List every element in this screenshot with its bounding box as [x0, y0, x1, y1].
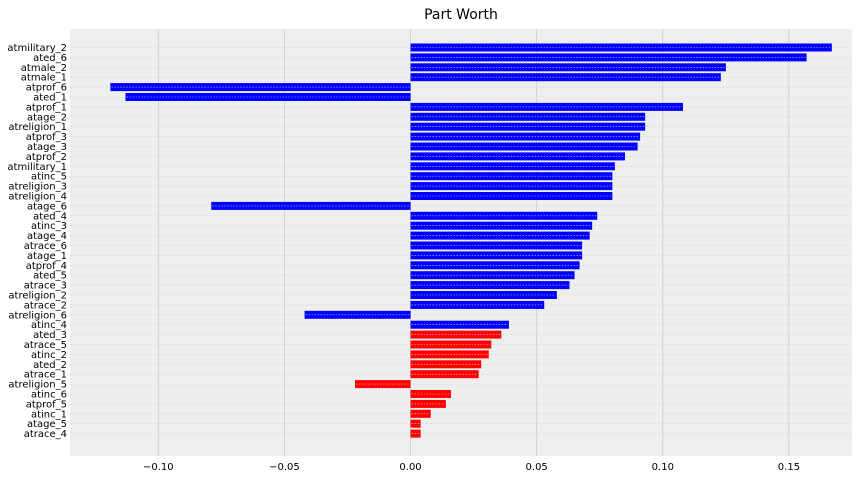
x-tick-label: 0.05 — [526, 462, 548, 473]
y-tick-label: ated_5 — [33, 271, 67, 282]
y-tick-label: atage_3 — [27, 142, 67, 153]
bar-atprof-6 — [110, 83, 411, 92]
y-tick-label: atrace_3 — [24, 281, 67, 292]
bar-ated-6 — [410, 53, 807, 62]
y-tick-label: atprof_4 — [26, 261, 67, 272]
y-tick-label: atinc_3 — [31, 221, 67, 232]
bar-atage-2 — [410, 112, 646, 121]
bar-atage-4 — [410, 231, 590, 240]
y-tick-label: atage_1 — [27, 251, 67, 262]
y-tick-label: atprof_5 — [26, 399, 67, 410]
y-tick-label: atreligion_6 — [8, 310, 67, 321]
y-tick-label: atinc_5 — [31, 172, 67, 183]
x-tick-label: −0.05 — [269, 462, 300, 473]
y-tick-label: atage_2 — [27, 112, 67, 123]
x-tick-label: −0.10 — [143, 462, 174, 473]
bar-atrace-2 — [410, 300, 545, 309]
y-tick-label: ated_2 — [33, 360, 67, 371]
x-tick-label: 0.15 — [778, 462, 800, 473]
y-tick-label: atreligion_5 — [8, 380, 67, 391]
y-tick-label: atreligion_1 — [8, 122, 67, 133]
bar-ated-3 — [410, 330, 502, 339]
y-tick-label: atreligion_2 — [8, 291, 67, 302]
y-tick-label: atmilitary_2 — [7, 43, 67, 54]
y-tick-label: atage_6 — [27, 201, 67, 212]
y-tick-label: atmale_2 — [21, 63, 67, 74]
y-tick-label: atinc_4 — [31, 320, 67, 331]
x-tick-label: 0.10 — [652, 462, 674, 473]
bar-atinc-2 — [410, 350, 489, 359]
y-tick-label: atprof_1 — [26, 102, 67, 113]
y-tick-label: atinc_6 — [31, 390, 67, 401]
y-tick-labels: atmilitary_2ated_6atmale_2atmale_1atprof… — [7, 43, 67, 440]
bar-atprof-4 — [410, 261, 580, 270]
bar-atmilitary-2 — [410, 43, 832, 52]
y-tick-label: atrace_2 — [24, 300, 67, 311]
bar-atprof-5 — [410, 399, 446, 408]
y-tick-label: ated_1 — [33, 93, 67, 104]
y-tick-label: ated_3 — [33, 330, 67, 341]
bar-layer — [110, 43, 832, 438]
y-tick-label: ated_4 — [33, 211, 67, 222]
bar-atreligion-1 — [410, 122, 646, 131]
y-tick-label: atmilitary_1 — [7, 162, 67, 173]
y-tick-label: atrace_4 — [24, 429, 67, 440]
y-tick-label: ated_6 — [33, 53, 67, 64]
bar-atinc-3 — [410, 221, 593, 230]
y-tick-label: atage_5 — [27, 419, 67, 430]
bar-atreligion-5 — [355, 380, 411, 389]
bar-atage-6 — [211, 201, 411, 210]
bar-atmilitary-1 — [410, 162, 615, 171]
y-tick-label: atrace_1 — [24, 370, 67, 381]
y-tick-label: atprof_6 — [26, 83, 67, 94]
y-tick-label: atprof_2 — [26, 152, 67, 163]
x-tick-label: 0.00 — [399, 462, 421, 473]
y-tick-label: atage_4 — [27, 231, 67, 242]
bar-ated-5 — [410, 271, 575, 280]
bar-atprof-3 — [410, 132, 641, 141]
y-tick-label: atreligion_4 — [8, 192, 67, 203]
bar-ated-4 — [410, 211, 598, 220]
y-tick-label: atmale_1 — [21, 73, 67, 84]
y-tick-label: atreligion_3 — [8, 182, 67, 193]
y-tick-label: atrace_6 — [24, 241, 67, 252]
y-tick-label: atinc_1 — [31, 409, 67, 420]
x-tick-labels: −0.10 −0.05 0.00 0.05 0.10 0.15 — [143, 462, 800, 473]
y-tick-label: atrace_5 — [24, 340, 67, 351]
chart-title: Part Worth — [424, 7, 498, 23]
y-tick-label: atinc_2 — [31, 350, 67, 361]
bar-atage-3 — [410, 142, 638, 151]
y-tick-label: atprof_3 — [26, 132, 67, 143]
